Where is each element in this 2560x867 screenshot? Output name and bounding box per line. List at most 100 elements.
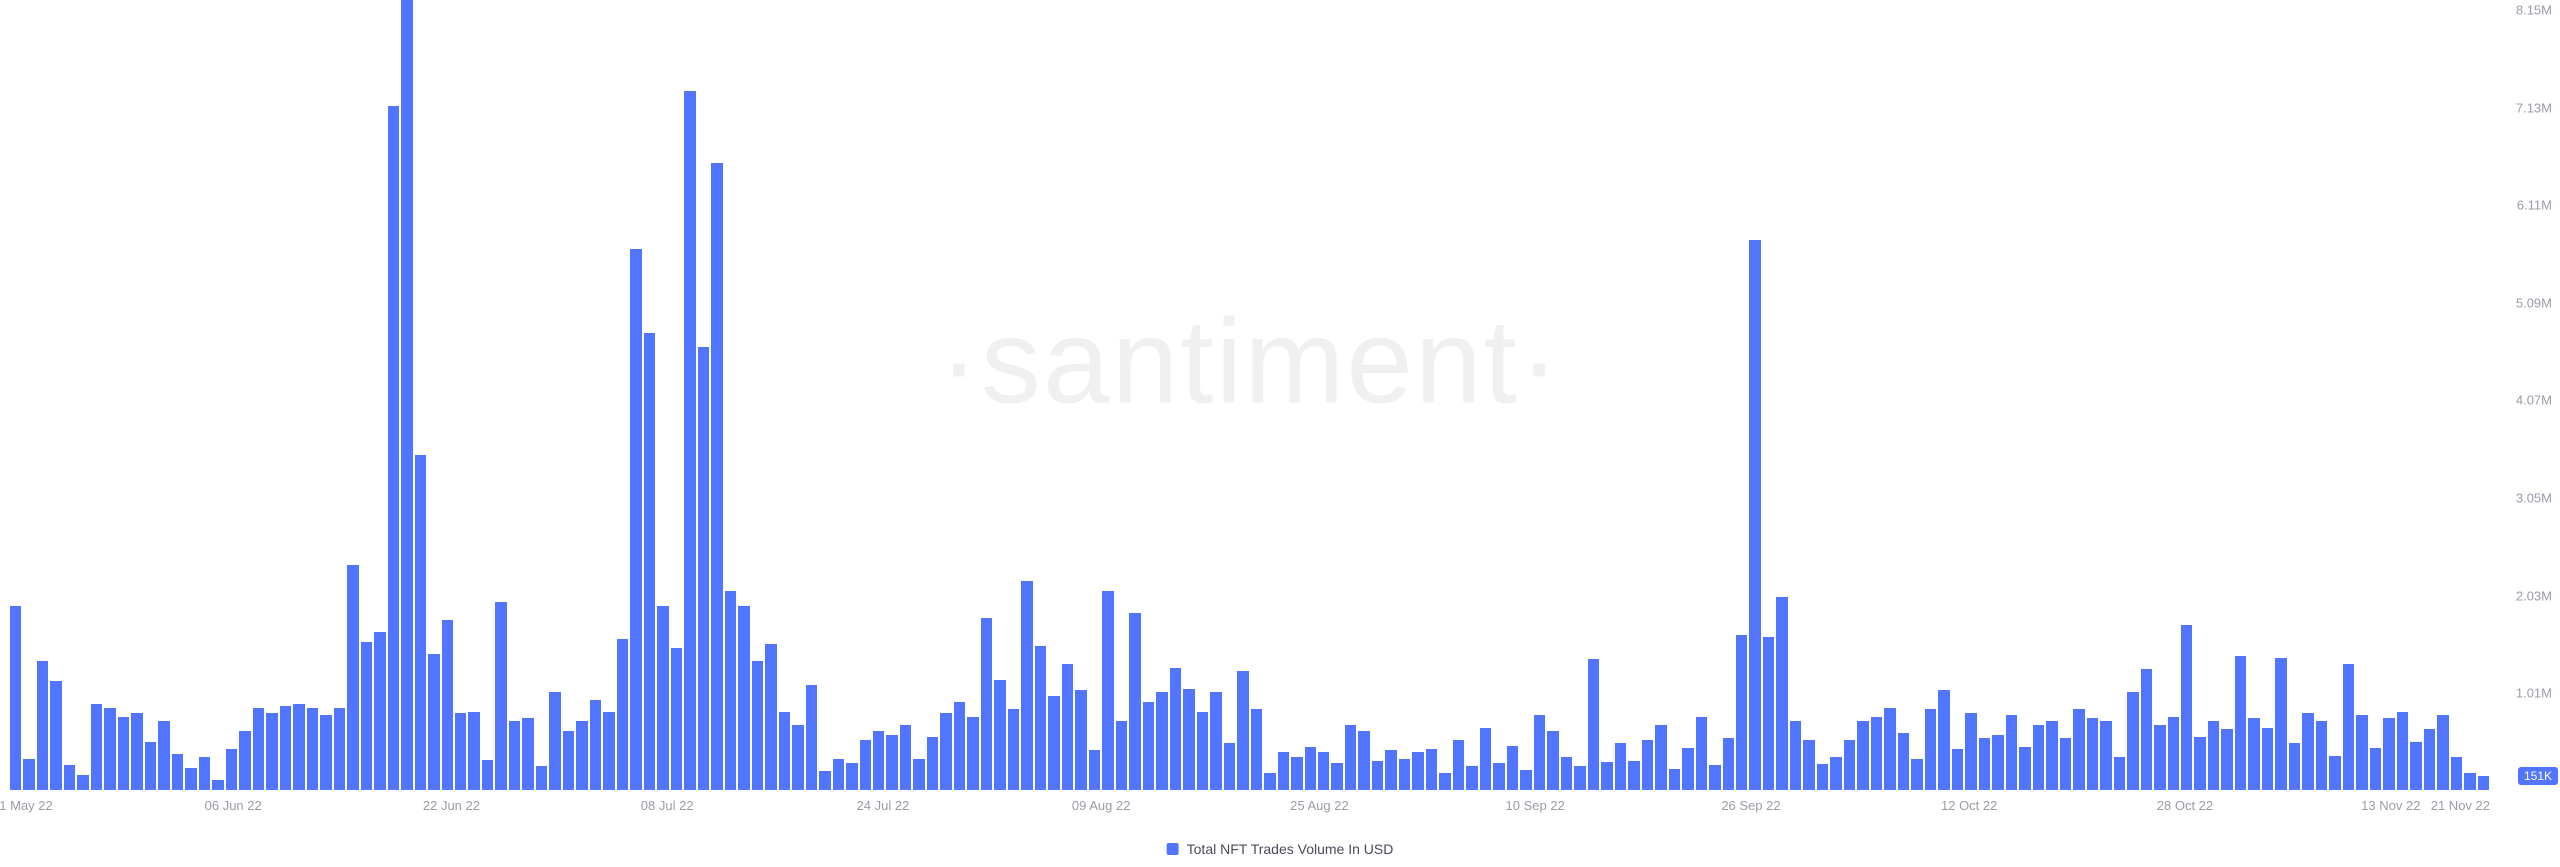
x-tick-label: 25 Aug 22 [1290,798,1349,813]
bar [806,685,817,790]
bar [2181,625,2192,790]
bar [1224,743,1235,790]
bar [1075,690,1086,790]
bar [495,602,506,790]
bar [549,692,560,790]
bar [388,106,399,790]
bar [1709,765,1720,790]
bar [2437,715,2448,790]
bar [1723,738,1734,790]
bar [738,606,749,790]
bar [37,661,48,790]
y-tick-label: 1.01M [2516,686,2552,701]
bar [1911,759,1922,790]
bar [1439,773,1450,790]
bar [172,754,183,790]
bar [50,681,61,790]
bar [954,702,965,790]
bar [1156,692,1167,790]
bar [1480,728,1491,790]
bar [1588,659,1599,790]
plot-area: ·santiment· [10,10,2490,790]
bar [1035,646,1046,790]
bar [779,712,790,790]
bar [536,766,547,790]
bar [2100,721,2111,790]
bar [2073,709,2084,790]
bar [10,606,21,790]
bar [940,713,951,790]
bar [1251,709,1262,790]
bar [1466,766,1477,790]
bar [1655,725,1666,790]
bar [1237,671,1248,790]
bar [131,713,142,790]
y-tick-label: 2.03M [2516,588,2552,603]
bar [1385,750,1396,790]
bar [455,713,466,790]
bar [2168,717,2179,790]
bar [765,644,776,790]
bar [900,725,911,790]
bar [1615,743,1626,790]
y-tick-label: 3.05M [2516,491,2552,506]
bar [158,721,169,790]
bar [199,757,210,790]
bar [1965,713,1976,790]
bar [1979,738,1990,790]
bar [1372,761,1383,790]
bar [280,706,291,790]
bar [1048,696,1059,790]
bar [2356,715,2367,790]
bar [77,775,88,790]
x-tick-end-label: 21 Nov 22 [2431,798,2490,813]
bar [563,731,574,790]
bar [1736,635,1747,790]
y-tick-label: 7.13M [2516,100,2552,115]
bar [2221,729,2232,790]
bar [91,704,102,790]
bar [671,648,682,790]
bar [2424,729,2435,790]
bar [401,0,412,790]
bar [1143,702,1154,790]
bar [2019,747,2030,790]
bar [2208,721,2219,790]
y-axis: 8.15M7.13M6.11M5.09M4.07M3.05M2.03M1.01M… [2500,10,2560,790]
bar [2329,756,2340,790]
bar [1183,689,1194,790]
bar [64,765,75,790]
x-tick-label: 10 Sep 22 [1506,798,1565,813]
bar [226,749,237,790]
bar [1682,748,1693,790]
bar [1574,766,1585,790]
bar [185,768,196,790]
x-tick-label: 06 Jun 22 [205,798,262,813]
bar [603,712,614,790]
x-tick-label: 24 Jul 22 [857,798,910,813]
bar [1291,757,1302,790]
bar [2451,757,2462,790]
bar [2478,776,2489,790]
bar [967,717,978,790]
bar [2046,721,2057,790]
bar [2006,715,2017,790]
bar [1170,668,1181,791]
bar [684,91,695,790]
x-tick-label: 12 Oct 22 [1941,798,1997,813]
bar [1561,757,1572,790]
bar [212,780,223,790]
bar [2289,743,2300,790]
bar [2194,737,2205,790]
bar [1898,733,1909,790]
bar [2060,738,2071,790]
bar [657,606,668,790]
bar [1507,746,1518,790]
bar [1358,731,1369,790]
bar [1992,735,2003,791]
bar [293,704,304,790]
bar [374,632,385,790]
bar [468,712,479,790]
bar [994,680,1005,790]
y-current-badge: 151K [2518,767,2558,785]
